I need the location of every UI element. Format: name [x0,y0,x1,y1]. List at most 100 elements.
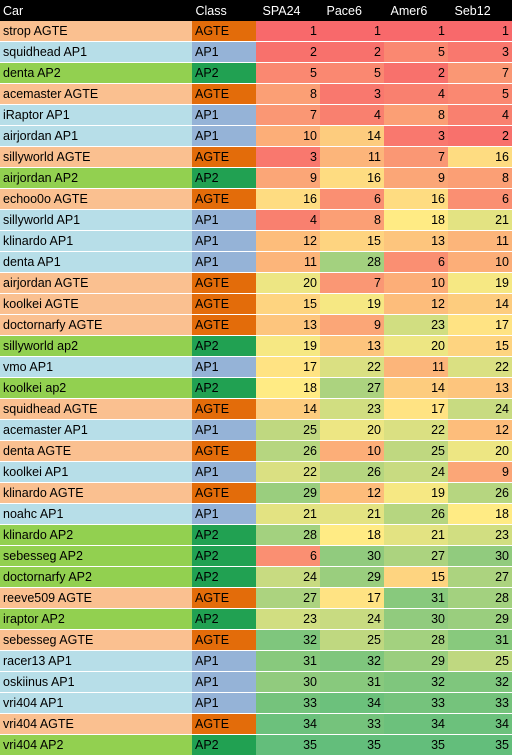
amer6-cell[interactable]: 20 [384,335,448,357]
pace6-cell[interactable]: 13 [320,335,384,357]
seb12-cell[interactable]: 31 [448,629,512,651]
spa24-cell[interactable]: 20 [256,272,320,294]
amer6-cell[interactable]: 22 [384,419,448,441]
car-cell[interactable]: oskiinus AP1 [0,671,192,693]
class-cell[interactable]: AP2 [192,377,256,399]
seb12-cell[interactable]: 23 [448,524,512,546]
amer6-cell[interactable]: 34 [384,713,448,735]
pace6-cell[interactable]: 20 [320,419,384,441]
seb12-cell[interactable]: 7 [448,62,512,84]
seb12-cell[interactable]: 9 [448,461,512,483]
class-cell[interactable]: AGTE [192,314,256,336]
amer6-cell[interactable]: 8 [384,104,448,126]
pace6-cell[interactable]: 9 [320,314,384,336]
spa24-cell[interactable]: 1 [256,21,320,42]
header-car[interactable]: Car [0,0,193,21]
spa24-cell[interactable]: 5 [256,62,320,84]
amer6-cell[interactable]: 21 [384,524,448,546]
pace6-cell[interactable]: 26 [320,461,384,483]
spa24-cell[interactable]: 33 [256,692,320,714]
car-cell[interactable]: squidhead AGTE [0,398,192,420]
class-cell[interactable]: AGTE [192,21,256,42]
car-cell[interactable]: sillyworld ap2 [0,335,192,357]
amer6-cell[interactable]: 12 [384,293,448,315]
header-spa24[interactable]: SPA24 [256,0,321,21]
car-cell[interactable]: doctornarfy AP2 [0,566,192,588]
seb12-cell[interactable]: 26 [448,482,512,504]
class-cell[interactable]: AP1 [192,41,256,63]
class-cell[interactable]: AP1 [192,461,256,483]
car-cell[interactable]: acemaster AP1 [0,419,192,441]
car-cell[interactable]: squidhead AP1 [0,41,192,63]
amer6-cell[interactable]: 3 [384,125,448,147]
seb12-cell[interactable]: 34 [448,713,512,735]
class-cell[interactable]: AP2 [192,545,256,567]
car-cell[interactable]: airjordan AP1 [0,125,192,147]
seb12-cell[interactable]: 27 [448,566,512,588]
pace6-cell[interactable]: 11 [320,146,384,168]
pace6-cell[interactable]: 12 [320,482,384,504]
amer6-cell[interactable]: 10 [384,272,448,294]
pace6-cell[interactable]: 33 [320,713,384,735]
seb12-cell[interactable]: 12 [448,419,512,441]
class-cell[interactable]: AGTE [192,587,256,609]
class-cell[interactable]: AGTE [192,629,256,651]
seb12-cell[interactable]: 11 [448,230,512,252]
pace6-cell[interactable]: 5 [320,62,384,84]
car-cell[interactable]: iraptor AP2 [0,608,192,630]
seb12-cell[interactable]: 8 [448,167,512,189]
amer6-cell[interactable]: 31 [384,587,448,609]
car-cell[interactable]: sillyworld AP1 [0,209,192,231]
seb12-cell[interactable]: 13 [448,377,512,399]
spa24-cell[interactable]: 12 [256,230,320,252]
seb12-cell[interactable]: 25 [448,650,512,672]
spa24-cell[interactable]: 30 [256,671,320,693]
seb12-cell[interactable]: 16 [448,146,512,168]
amer6-cell[interactable]: 26 [384,503,448,525]
class-cell[interactable]: AP2 [192,608,256,630]
class-cell[interactable]: AP2 [192,524,256,546]
pace6-cell[interactable]: 27 [320,377,384,399]
car-cell[interactable]: sebesseg AP2 [0,545,192,567]
amer6-cell[interactable]: 16 [384,188,448,210]
car-cell[interactable]: vri404 AP2 [0,734,192,756]
pace6-cell[interactable]: 35 [320,734,384,756]
amer6-cell[interactable]: 9 [384,167,448,189]
class-cell[interactable]: AP2 [192,335,256,357]
amer6-cell[interactable]: 2 [384,62,448,84]
car-cell[interactable]: iRaptor AP1 [0,104,192,126]
spa24-cell[interactable]: 9 [256,167,320,189]
pace6-cell[interactable]: 3 [320,83,384,105]
seb12-cell[interactable]: 20 [448,440,512,462]
class-cell[interactable]: AGTE [192,482,256,504]
amer6-cell[interactable]: 18 [384,209,448,231]
spa24-cell[interactable]: 32 [256,629,320,651]
class-cell[interactable]: AP1 [192,419,256,441]
class-cell[interactable]: AP1 [192,650,256,672]
pace6-cell[interactable]: 6 [320,188,384,210]
spa24-cell[interactable]: 31 [256,650,320,672]
spa24-cell[interactable]: 25 [256,419,320,441]
seb12-cell[interactable]: 19 [448,272,512,294]
class-cell[interactable]: AGTE [192,713,256,735]
spa24-cell[interactable]: 10 [256,125,320,147]
amer6-cell[interactable]: 29 [384,650,448,672]
pace6-cell[interactable]: 21 [320,503,384,525]
amer6-cell[interactable]: 17 [384,398,448,420]
spa24-cell[interactable]: 17 [256,356,320,378]
seb12-cell[interactable]: 4 [448,104,512,126]
pace6-cell[interactable]: 22 [320,356,384,378]
pace6-cell[interactable]: 10 [320,440,384,462]
spa24-cell[interactable]: 26 [256,440,320,462]
seb12-cell[interactable]: 35 [448,734,512,756]
car-cell[interactable]: vmo AP1 [0,356,192,378]
spa24-cell[interactable]: 23 [256,608,320,630]
car-cell[interactable]: racer13 AP1 [0,650,192,672]
car-cell[interactable]: doctornarfy AGTE [0,314,192,336]
seb12-cell[interactable]: 32 [448,671,512,693]
class-cell[interactable]: AP1 [192,230,256,252]
amer6-cell[interactable]: 13 [384,230,448,252]
pace6-cell[interactable]: 24 [320,608,384,630]
seb12-cell[interactable]: 6 [448,188,512,210]
pace6-cell[interactable]: 16 [320,167,384,189]
